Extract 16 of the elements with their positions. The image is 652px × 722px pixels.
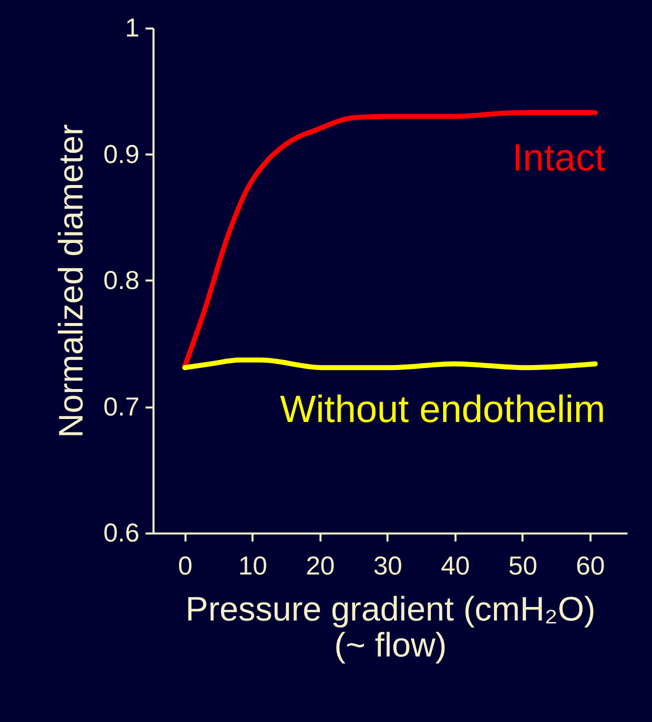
x-tick-label: 10 [238,550,268,580]
x-tick-label: 50 [508,550,538,580]
y-tick-label: 1 [125,12,140,42]
x-tick-label: 40 [440,550,470,580]
x-tick-label: 0 [178,550,192,580]
x-tick-label: 60 [576,550,605,580]
y-tick-label: 0.7 [103,391,140,422]
series-label: Without endothelim [280,388,606,431]
x-tick-label: 30 [373,550,402,580]
y-tick-label: 0.8 [103,265,140,295]
x-axis-title: Pressure gradient (cmH₂O) (~ flow) [186,590,596,664]
y-tick-label: 0.6 [103,518,140,548]
y-axis-title: Normalized diameter [52,124,90,438]
series-label: Intact [512,138,606,180]
x-tick-label: 20 [306,550,335,580]
y-tick-label: 0.9 [103,138,140,169]
